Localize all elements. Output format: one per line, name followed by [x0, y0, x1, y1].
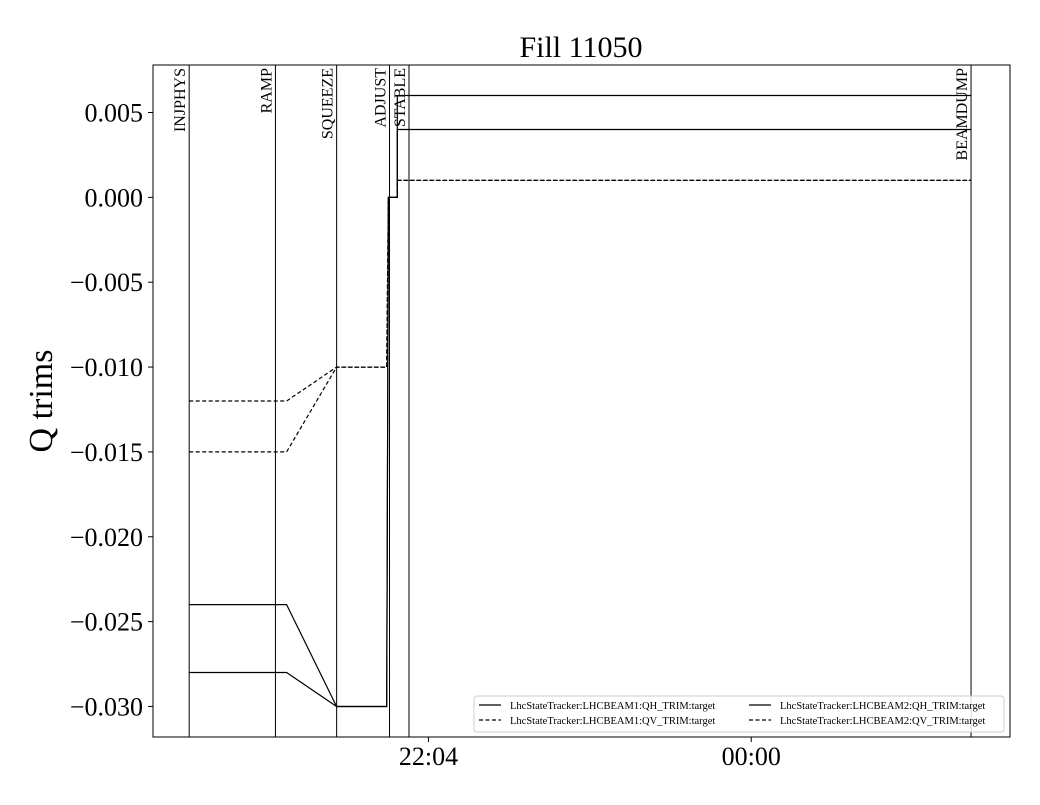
legend-entry: LhcStateTracker:LHCBEAM1:QV_TRIM:target: [510, 716, 715, 727]
y-tick-label: 0.000: [85, 183, 144, 212]
beam-mode-label: RAMP: [258, 68, 275, 113]
y-axis-label: Q trims: [23, 350, 60, 453]
beam-mode-label: STABLE: [392, 68, 409, 127]
y-tick-label: −0.020: [70, 523, 143, 552]
beam-mode-label: BEAMDUMP: [954, 68, 971, 161]
beam-mode-label: ADJUST: [373, 68, 390, 128]
series-line-3: [189, 128, 971, 708]
legend: LhcStateTracker:LHCBEAM1:QH_TRIM:target L…: [473, 695, 1005, 733]
series-line-2: [189, 179, 971, 402]
legend-entry: LhcStateTracker:LHCBEAM1:QH_TRIM:target: [510, 701, 715, 712]
y-tick-label: −0.015: [70, 438, 143, 467]
series-line-4: [189, 179, 971, 453]
x-tick-label: 22:04: [399, 742, 458, 771]
axes-frame: [152, 64, 1011, 738]
y-tick-label: −0.010: [70, 353, 143, 382]
legend-entry: LhcStateTracker:LHCBEAM2:QV_TRIM:target: [780, 716, 985, 727]
plot-area: INJPHYS RAMP SQUEEZE ADJUST STABLE BEAMDUMP: [172, 65, 972, 737]
legend-box: [473, 695, 1005, 733]
beam-mode-label: SQUEEZE: [320, 68, 337, 139]
series-line-1: [189, 94, 971, 708]
y-tick-label: −0.030: [70, 692, 143, 721]
y-tick-label: 0.005: [85, 99, 144, 128]
legend-entry: LhcStateTracker:LHCBEAM2:QH_TRIM:target: [780, 701, 985, 712]
y-tick-label: −0.025: [70, 608, 143, 637]
y-tick-label: −0.005: [70, 268, 143, 297]
beam-mode-label: INJPHYS: [172, 68, 189, 132]
x-tick-label: 00:00: [722, 742, 781, 771]
chart-title: Fill 11050: [519, 31, 642, 64]
